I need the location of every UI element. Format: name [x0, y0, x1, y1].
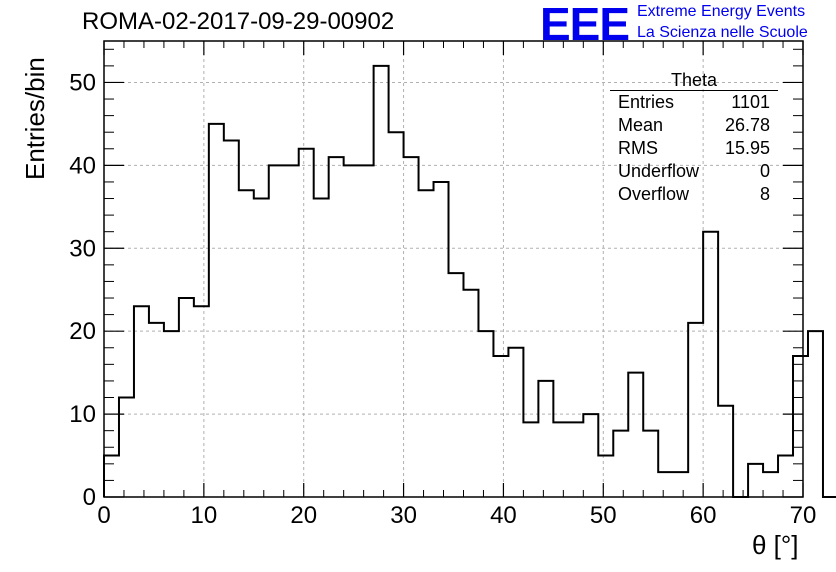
logo-subtitle-1: Extreme Energy Events	[637, 3, 806, 20]
stats-row-mean: Mean 26.78	[610, 114, 778, 137]
x-tick-label: 10	[191, 502, 218, 529]
stats-label: Entries	[618, 92, 675, 112]
stats-row-rms: RMS 15.95	[610, 137, 778, 160]
stats-label: Mean	[618, 115, 664, 135]
y-axis-label: Entries/bin	[20, 57, 50, 180]
stats-value: 8	[759, 184, 770, 204]
x-tick-label: 50	[590, 502, 617, 529]
x-tick-label: 20	[290, 502, 317, 529]
stats-value: 1101	[731, 92, 770, 112]
x-tick-label: 0	[97, 502, 110, 529]
stats-title: Theta	[610, 70, 778, 91]
y-tick-label: 10	[69, 401, 96, 428]
stats-label: Overflow	[618, 184, 690, 204]
stats-row-overflow: Overflow 8	[610, 183, 778, 206]
y-tick-label: 30	[69, 235, 96, 262]
stats-value: 0	[759, 161, 770, 181]
y-tick-label: 40	[69, 152, 96, 179]
chart-title: ROMA-02-2017-09-29-00902	[82, 8, 395, 35]
x-tick-label: 30	[390, 502, 417, 529]
stats-value: 15.95	[724, 138, 770, 158]
plot-frame	[103, 40, 804, 498]
grid-lines	[104, 41, 803, 497]
x-axis-label: θ [°]	[752, 530, 799, 560]
x-tick-label: 60	[690, 502, 717, 529]
stats-box: Theta Entries 1101 Mean 26.78 RMS 15.95 …	[610, 70, 778, 206]
stats-label: RMS	[618, 138, 658, 158]
stats-value: 26.78	[724, 115, 770, 135]
eee-logo: EEE	[540, 0, 630, 50]
y-tick-label: 0	[83, 484, 96, 511]
stats-row-underflow: Underflow 0	[610, 160, 778, 183]
stats-row-entries: Entries 1101	[610, 91, 778, 114]
x-tick-label: 70	[790, 502, 817, 529]
tick-labels: 0 10 20 30 40 50 60 70 0 10 20 30 40 50	[69, 69, 816, 529]
axis-ticks	[103, 41, 804, 498]
stats-label: Underflow	[618, 161, 700, 181]
y-tick-label: 50	[69, 69, 96, 96]
y-tick-label: 20	[69, 318, 96, 345]
histogram-line	[103, 64, 836, 498]
x-tick-label: 40	[490, 502, 517, 529]
logo-subtitle-2: La Scienza nelle Scuole	[637, 24, 808, 41]
